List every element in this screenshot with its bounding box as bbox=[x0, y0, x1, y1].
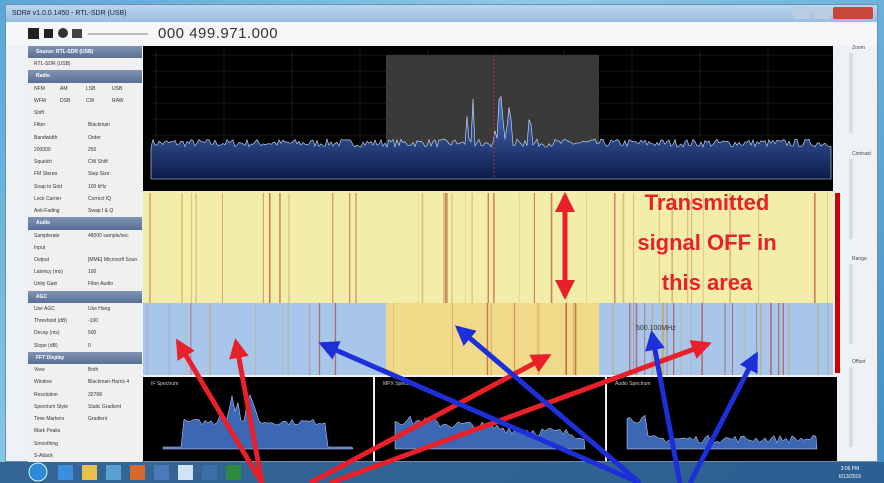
taskbar-app[interactable] bbox=[202, 465, 217, 480]
taskbar-excel[interactable] bbox=[226, 465, 241, 480]
taskbar-app[interactable] bbox=[154, 465, 169, 480]
annotation-text: Transmitted bbox=[645, 190, 770, 215]
taskbar-media[interactable] bbox=[106, 465, 121, 480]
desktop: SDR# v1.0.0.1450 - RTL-SDR (USB) 000 499… bbox=[0, 0, 884, 483]
start-button[interactable] bbox=[29, 463, 47, 481]
taskbar-app[interactable] bbox=[178, 465, 193, 480]
taskbar-ie[interactable] bbox=[58, 465, 73, 480]
annotation-text: this area bbox=[662, 270, 753, 295]
blue-arrow bbox=[458, 328, 640, 483]
annotation-text: signal OFF in bbox=[637, 230, 776, 255]
overlay: 3:06 PM 6/13/2016 Transmitted signal OFF … bbox=[0, 0, 884, 483]
clock-date: 6/13/2016 bbox=[839, 474, 861, 480]
red-arrows bbox=[178, 342, 708, 483]
clock-time: 3:06 PM bbox=[841, 466, 860, 472]
taskbar-firefox[interactable] bbox=[130, 465, 145, 480]
taskbar-explorer[interactable] bbox=[82, 465, 97, 480]
